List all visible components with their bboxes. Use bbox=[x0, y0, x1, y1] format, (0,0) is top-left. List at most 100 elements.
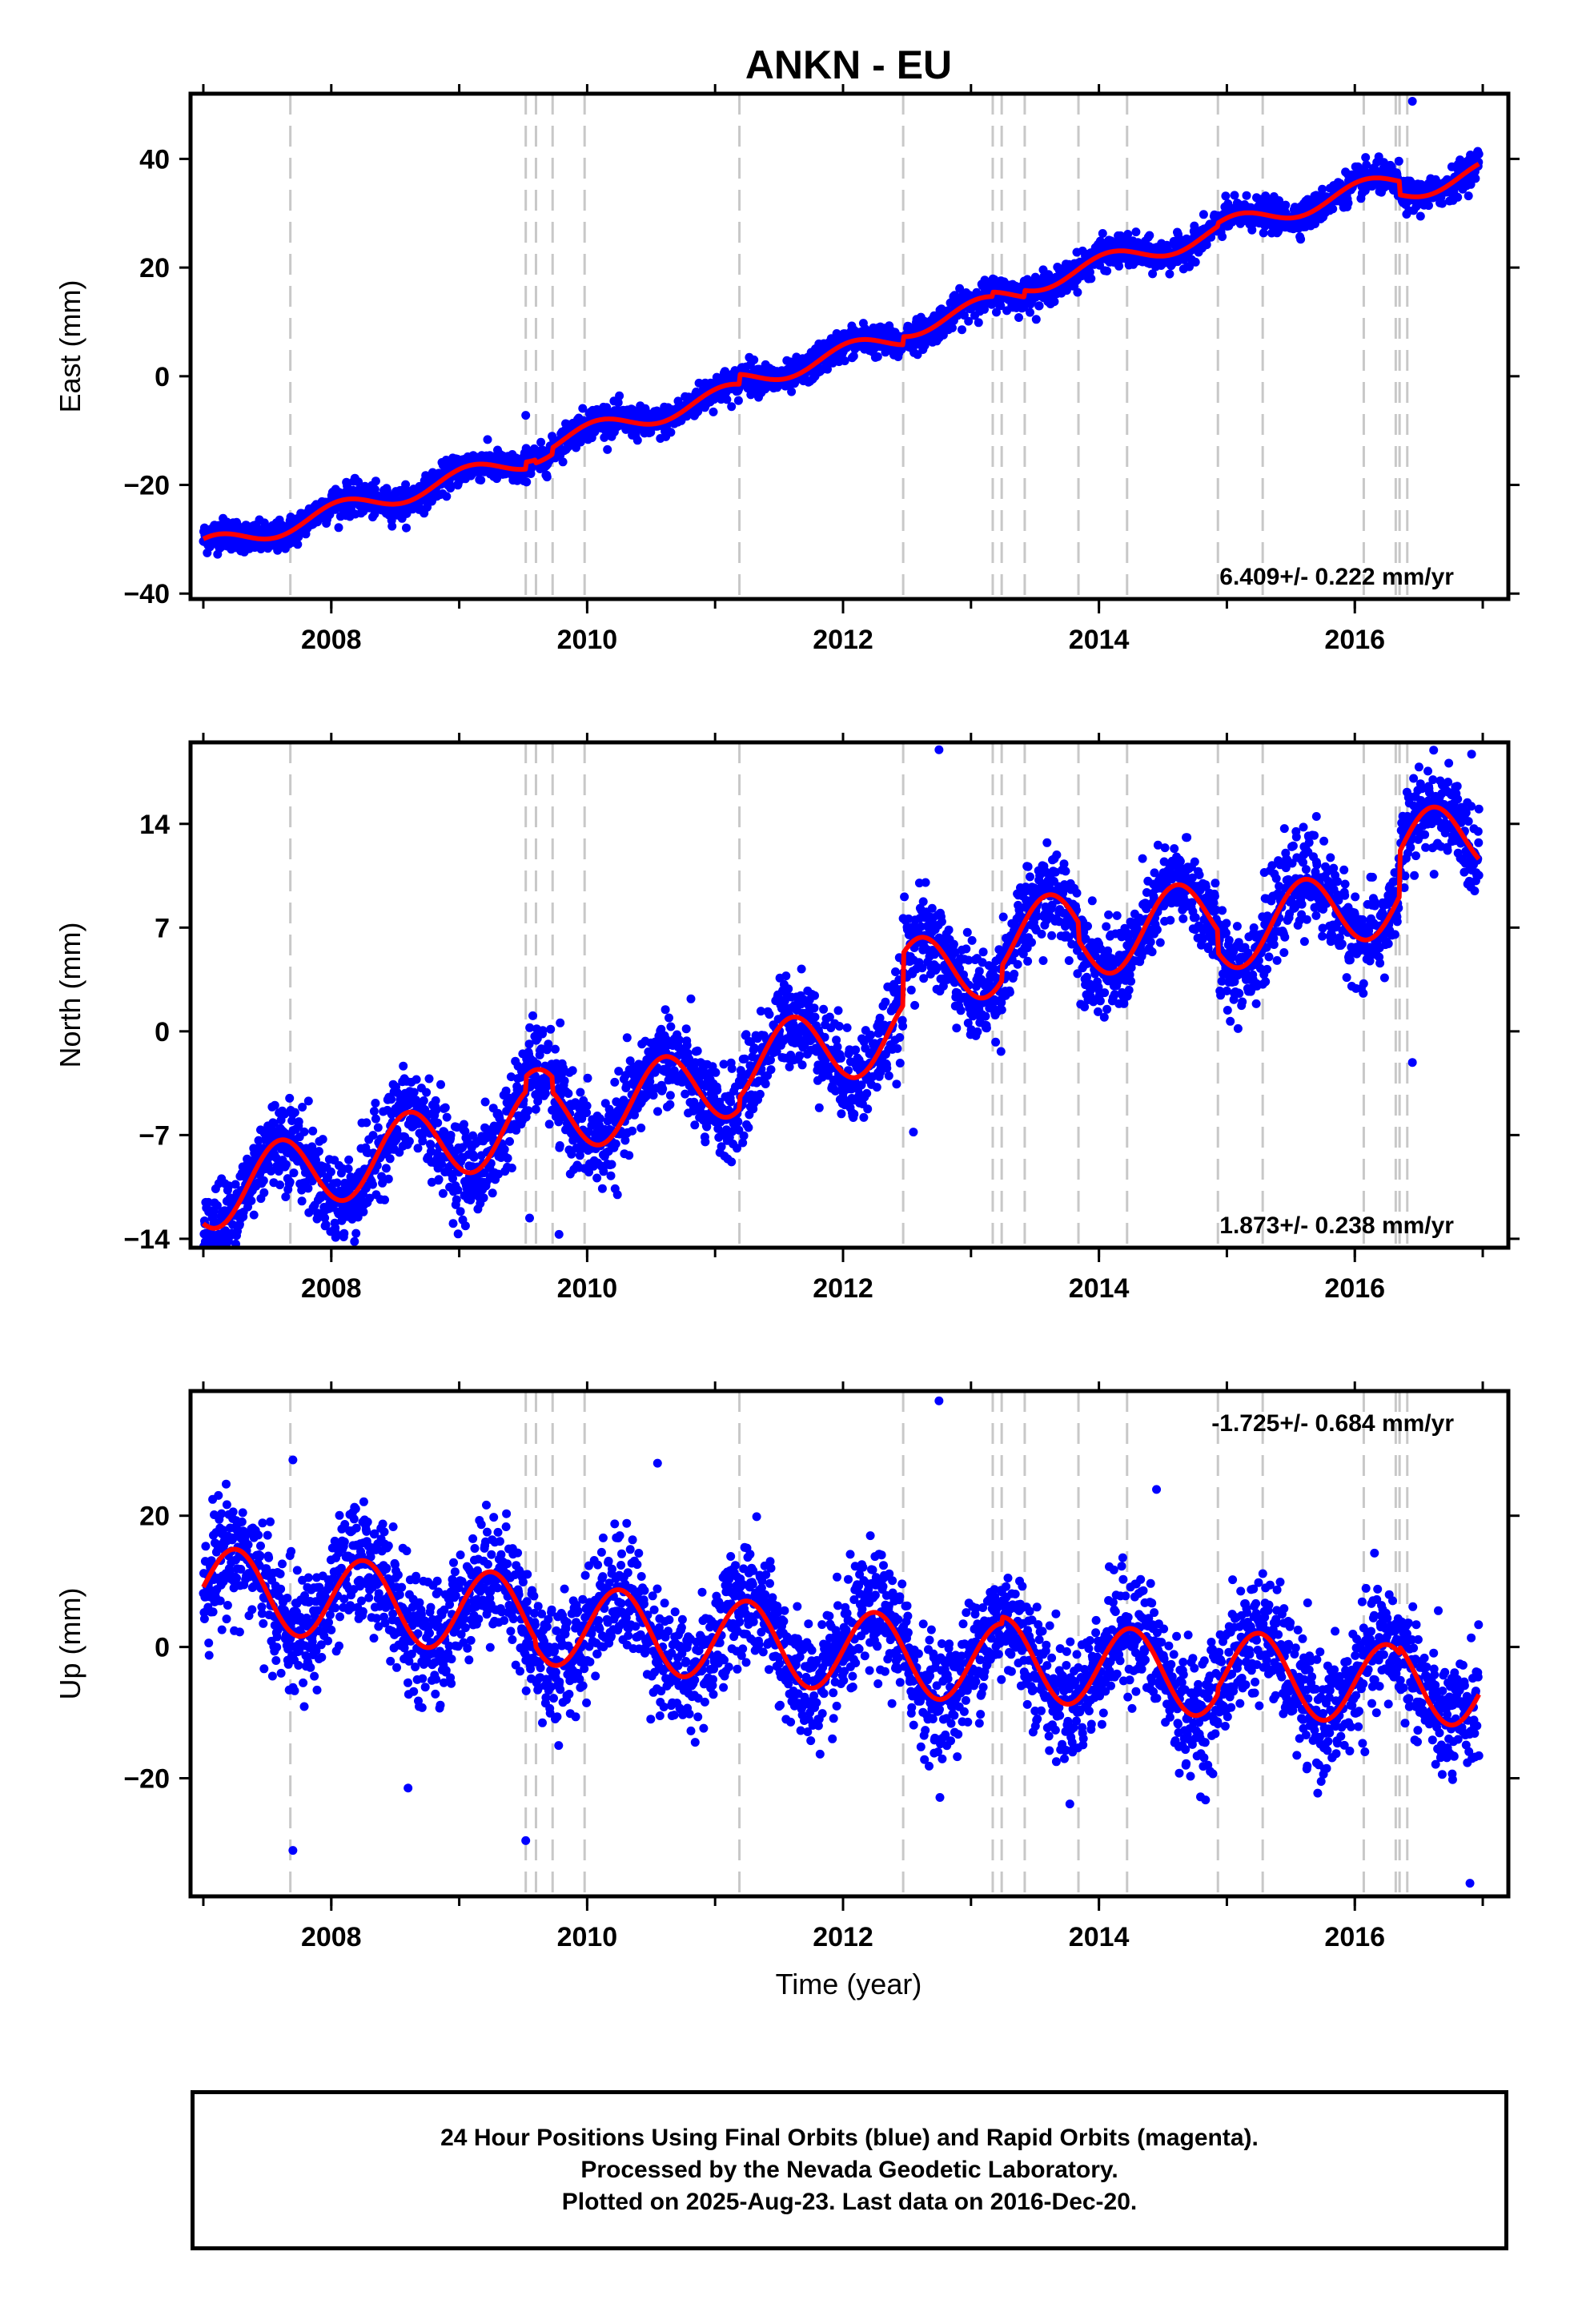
north-point bbox=[373, 1123, 383, 1132]
east-point bbox=[542, 472, 552, 482]
north-point bbox=[431, 1096, 440, 1105]
north-point bbox=[314, 1147, 323, 1156]
east-point bbox=[733, 396, 743, 405]
north-point bbox=[661, 1005, 670, 1015]
north-point bbox=[756, 1007, 765, 1016]
north-point bbox=[281, 1160, 291, 1169]
north-point bbox=[540, 1089, 550, 1098]
east-point bbox=[536, 437, 546, 447]
east-y-tick-label: −40 bbox=[123, 579, 170, 609]
north-point bbox=[560, 1076, 569, 1086]
east-point bbox=[354, 477, 363, 487]
north-point bbox=[494, 1169, 503, 1179]
east-point bbox=[693, 407, 703, 416]
east-point bbox=[558, 457, 568, 467]
north-point bbox=[377, 1172, 387, 1181]
north-point bbox=[303, 1096, 313, 1106]
east-point bbox=[293, 540, 303, 549]
east-point bbox=[749, 355, 759, 364]
east-point bbox=[446, 484, 456, 493]
north-point bbox=[460, 1221, 470, 1231]
north-point bbox=[308, 1126, 318, 1136]
east-point bbox=[1374, 152, 1383, 162]
north-point bbox=[353, 1212, 363, 1222]
north-point bbox=[597, 1184, 607, 1193]
north-point bbox=[582, 1108, 592, 1117]
east-point bbox=[1311, 219, 1319, 228]
north-point bbox=[772, 1047, 781, 1056]
east-point bbox=[370, 509, 379, 519]
north-point bbox=[207, 1261, 215, 1270]
north-point bbox=[719, 1059, 729, 1069]
north-point bbox=[532, 1059, 542, 1069]
north-point bbox=[567, 1149, 576, 1159]
north-point bbox=[711, 1068, 721, 1077]
east-outlier-point bbox=[1407, 96, 1417, 106]
east-point bbox=[1437, 199, 1447, 208]
north-point bbox=[582, 1101, 592, 1111]
east-point bbox=[1328, 204, 1338, 214]
east-point bbox=[920, 340, 930, 350]
north-point bbox=[442, 1112, 452, 1122]
north-point bbox=[440, 1103, 450, 1112]
east-point bbox=[1102, 266, 1112, 275]
north-point bbox=[399, 1061, 408, 1071]
north-point bbox=[224, 1181, 234, 1191]
north-point bbox=[681, 1089, 690, 1099]
north-point bbox=[446, 1131, 456, 1140]
east-plot-area bbox=[199, 94, 1484, 599]
east-point bbox=[632, 436, 642, 445]
east-point bbox=[1199, 210, 1208, 219]
east-model-line bbox=[202, 162, 1480, 542]
east-point bbox=[1221, 191, 1231, 201]
north-point bbox=[437, 1160, 446, 1168]
east-point bbox=[1259, 228, 1268, 238]
north-point bbox=[361, 1184, 371, 1193]
north-point bbox=[630, 1110, 639, 1120]
north-point bbox=[453, 1185, 463, 1195]
north-point bbox=[468, 1131, 478, 1140]
east-point bbox=[1424, 201, 1433, 211]
east-point bbox=[1165, 269, 1174, 279]
east-point bbox=[1190, 221, 1199, 231]
east-point bbox=[442, 492, 452, 501]
north-point bbox=[620, 1136, 630, 1145]
east-point bbox=[1362, 160, 1371, 170]
north-point bbox=[525, 1023, 535, 1032]
north-point bbox=[285, 1177, 295, 1187]
north-point bbox=[628, 1126, 637, 1136]
north-point bbox=[270, 1100, 279, 1110]
north-point bbox=[385, 1154, 395, 1164]
north-point bbox=[546, 1024, 556, 1034]
north-point bbox=[331, 1228, 341, 1238]
east-point bbox=[483, 435, 492, 444]
north-point bbox=[717, 1142, 726, 1152]
east-point bbox=[476, 476, 486, 485]
east-point bbox=[1242, 191, 1251, 200]
east-point bbox=[1202, 240, 1211, 250]
north-point bbox=[512, 1125, 521, 1135]
north-point bbox=[212, 1252, 221, 1261]
east-points bbox=[199, 147, 1484, 559]
east-x-tick-label: 2012 bbox=[813, 625, 873, 655]
north-point bbox=[544, 1120, 554, 1129]
north-point bbox=[294, 1117, 303, 1127]
north-point bbox=[479, 1193, 488, 1203]
north-point bbox=[371, 1114, 380, 1124]
east-point bbox=[964, 316, 974, 326]
north-point bbox=[614, 1067, 624, 1076]
east-point bbox=[603, 444, 612, 454]
north-point bbox=[211, 1257, 219, 1266]
north-point bbox=[645, 1077, 655, 1087]
east-point bbox=[578, 404, 588, 413]
north-point bbox=[576, 1088, 585, 1097]
east-point bbox=[974, 318, 983, 328]
north-point bbox=[524, 1039, 534, 1049]
north-point bbox=[766, 1055, 775, 1065]
east-point bbox=[1031, 315, 1041, 324]
east-point bbox=[1073, 287, 1082, 297]
north-point bbox=[658, 1084, 668, 1094]
east-point bbox=[849, 352, 858, 361]
